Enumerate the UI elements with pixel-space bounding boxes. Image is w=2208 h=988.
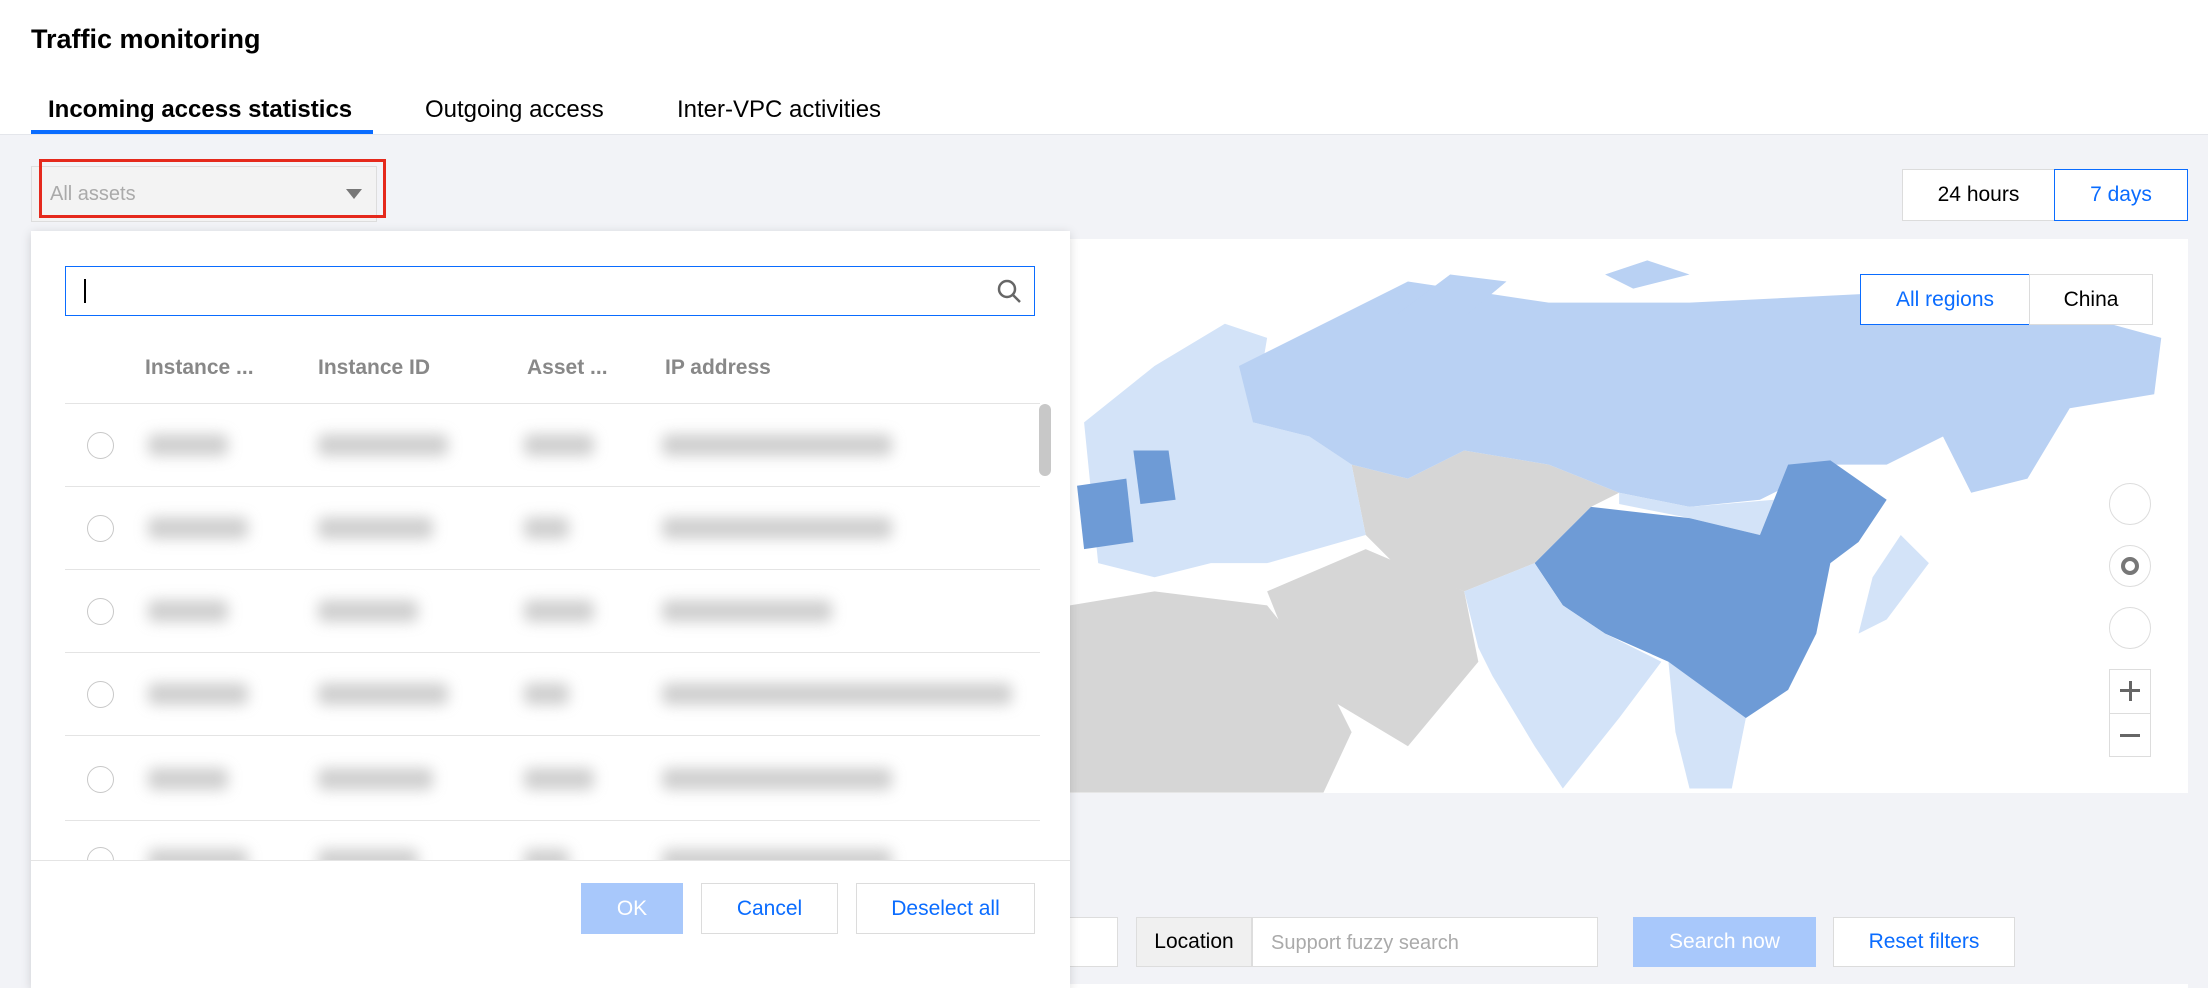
list-top [31, 984, 2188, 988]
blurred-cell [662, 683, 1012, 705]
blurred-cell [524, 517, 569, 539]
location-label: Location [1136, 917, 1252, 967]
tab[interactable]: Outgoing access [425, 96, 604, 123]
world-map [1070, 239, 2188, 793]
blurred-cell [318, 600, 418, 622]
asset-select[interactable]: All assets [31, 166, 377, 222]
row-divider [65, 735, 1040, 736]
time-button[interactable]: 24 hours [1902, 169, 2055, 221]
row-divider [65, 403, 1040, 404]
page-title: Traffic monitoring [31, 24, 261, 54]
location-input[interactable]: Support fuzzy search [1252, 917, 1598, 967]
column-header: Instance ... [145, 356, 254, 379]
region-button[interactable]: All regions [1860, 274, 2030, 325]
blurred-cell [148, 683, 248, 705]
region-button[interactable]: China [2029, 274, 2153, 325]
row-radio[interactable] [87, 515, 114, 542]
top-bar: Traffic monitoring Incoming access stati… [0, 0, 2208, 135]
blurred-cell [318, 683, 448, 705]
blurred-cell [318, 434, 448, 456]
tab-underline [31, 130, 373, 134]
search-icon [997, 279, 1021, 303]
blurred-cell [662, 434, 892, 456]
search-input[interactable] [65, 266, 1035, 316]
row-radio[interactable] [87, 432, 114, 459]
row-radio[interactable] [87, 681, 114, 708]
blurred-cell [524, 768, 594, 790]
deselect-button[interactable]: Deselect all [856, 883, 1035, 934]
column-header: Instance ID [318, 356, 431, 379]
blurred-cell [318, 517, 433, 539]
time-button[interactable]: 7 days [2054, 169, 2188, 221]
column-header: IP address [665, 356, 771, 379]
blurred-cell [318, 768, 433, 790]
blurred-cell [524, 683, 569, 705]
blurred-cell [148, 768, 228, 790]
tab[interactable]: Inter-VPC activities [677, 96, 882, 123]
blurred-cell [662, 768, 892, 790]
reset-button[interactable]: Reset filters [1833, 917, 2015, 967]
locate-control[interactable] [2109, 545, 2151, 587]
tab[interactable]: Incoming access statistics [48, 96, 353, 123]
row-radio[interactable] [87, 766, 114, 793]
refresh-control[interactable] [2109, 483, 2151, 525]
blurred-cell [148, 600, 228, 622]
ok-button[interactable]: OK [581, 883, 683, 934]
row-divider [65, 486, 1040, 487]
blurred-cell [662, 517, 892, 539]
search-button[interactable]: Search now [1633, 917, 1816, 967]
column-header: Asset ... [527, 356, 608, 379]
cancel-button[interactable]: Cancel [701, 883, 838, 934]
fullscreen-control[interactable] [2109, 607, 2151, 649]
blurred-cell [524, 434, 594, 456]
highlight-box [39, 159, 386, 218]
scrollbar [1039, 404, 1051, 476]
zoom-control[interactable] [2109, 669, 2151, 757]
blurred-cell [148, 434, 228, 456]
blurred-cell [662, 600, 832, 622]
blurred-cell [524, 600, 594, 622]
row-divider [65, 820, 1040, 821]
row-radio[interactable] [87, 598, 114, 625]
row-divider [65, 652, 1040, 653]
blurred-cell [148, 517, 248, 539]
row-divider [65, 569, 1040, 570]
select-arrow [346, 189, 362, 199]
select-placeholder: All assets [50, 183, 136, 205]
